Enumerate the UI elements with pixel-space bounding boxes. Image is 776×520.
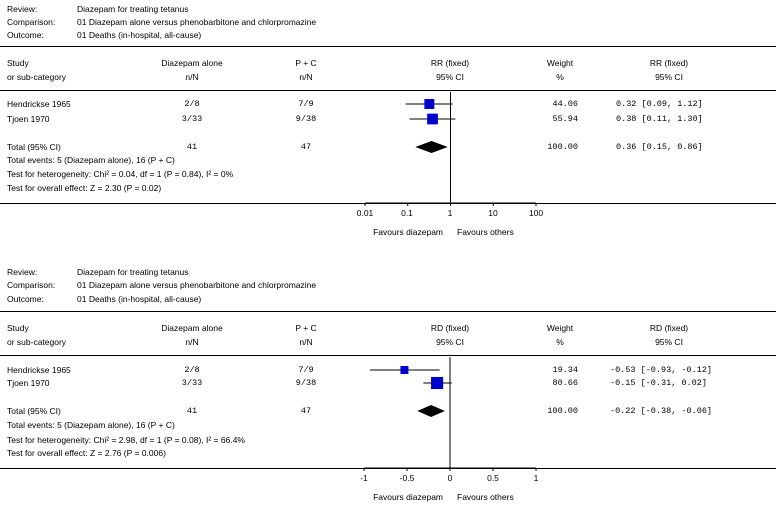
note-heterogeneity: Test for heterogeneity: Chi² = 0.04, df … (7, 169, 234, 179)
total-group2: 47 (300, 142, 312, 152)
x-tick-label: -1 (360, 473, 368, 483)
total-ci-text: -0.22 [-0.38, -0.06] (610, 406, 713, 416)
group1-value: 3/33 (181, 114, 203, 124)
weight-value: 44.06 (552, 99, 578, 109)
x-tick-label: -0.5 (399, 473, 415, 483)
header-rule-top (0, 46, 776, 47)
header-subcategory: or sub-category (7, 72, 67, 82)
header-effect: RD (fixed) (430, 323, 470, 333)
review-value: Diazepam for treating tetanus (77, 4, 189, 14)
favours-right-label: Favours others (457, 227, 514, 237)
x-tick-label: 0.5 (487, 473, 499, 483)
header-study: Study (7, 323, 29, 333)
header-rule-bottom (0, 90, 776, 91)
header-weight-pct: % (556, 72, 564, 82)
study-estimate-marker (431, 376, 444, 390)
x-tick-label: 100 (528, 208, 544, 218)
weight-value: 80.66 (552, 378, 578, 388)
study-name: Hendrickse 1965 (7, 99, 71, 109)
outcome-value: 01 Deaths (in-hospital, all-cause) (77, 294, 202, 304)
ci-text: -0.15 [-0.31, 0.02] (610, 378, 707, 388)
header-group1-nN: n/N (185, 72, 199, 82)
header-weight-pct: % (556, 337, 564, 347)
group1-value: 3/33 (181, 378, 203, 388)
note-total-events: Total events: 5 (Diazepam alone), 16 (P … (7, 420, 175, 430)
header-group1: Diazepam alone (161, 58, 223, 68)
header-effect-col: RR (fixed) (649, 58, 689, 68)
group1-value: 2/8 (184, 365, 200, 375)
total-label: Total (95% CI) (7, 406, 61, 416)
favours-left-label: Favours diazepam (373, 492, 443, 502)
outcome-value: 01 Deaths (in-hospital, all-cause) (77, 30, 202, 40)
header-weight: Weight (546, 58, 574, 68)
comparison-label: Comparison: (7, 17, 56, 27)
favours-left-label: Favours diazepam (373, 227, 443, 237)
ci-text: 0.32 [0.09, 1.12] (616, 99, 703, 109)
header-group2: P + C (295, 58, 317, 68)
review-value: Diazepam for treating tetanus (77, 267, 189, 277)
header-group2: P + C (295, 323, 317, 333)
total-group1: 41 (186, 406, 198, 416)
header-effect-ci: 95% CI (436, 337, 464, 347)
header-rule-bottom (0, 355, 776, 356)
study-name: Hendrickse 1965 (7, 365, 71, 375)
ci-text: 0.38 [0.11, 1.30] (616, 114, 703, 124)
study-estimate-marker (424, 99, 435, 109)
total-weight: 100.00 (547, 142, 578, 152)
header-effect-col-ci: 95% CI (655, 72, 683, 82)
header-group2-nN: n/N (299, 337, 313, 347)
header-group2-nN: n/N (299, 72, 313, 82)
total-weight: 100.00 (547, 406, 578, 416)
header-effect-ci: 95% CI (436, 72, 464, 82)
total-label: Total (95% CI) (7, 142, 61, 152)
group1-value: 2/8 (184, 99, 200, 109)
weight-value: 19.34 (552, 365, 578, 375)
x-tick-label: 0.1 (401, 208, 413, 218)
study-estimate-marker (400, 366, 409, 374)
header-subcategory: or sub-category (7, 337, 67, 347)
group2-value: 9/38 (295, 114, 317, 124)
x-tick-label: 0 (447, 473, 453, 483)
header-group1: Diazepam alone (161, 323, 223, 333)
favours-right-label: Favours others (457, 492, 514, 502)
note-heterogeneity: Test for heterogeneity: Chi² = 2.98, df … (7, 435, 245, 445)
total-group1: 41 (186, 142, 198, 152)
note-overall-effect: Test for overall effect: Z = 2.76 (P = 0… (7, 448, 166, 458)
outcome-label: Outcome: (7, 30, 44, 40)
group2-value: 7/9 (298, 99, 314, 109)
header-effect: RR (fixed) (430, 58, 470, 68)
x-tick-label: 1 (533, 473, 539, 483)
total-group2: 47 (300, 406, 312, 416)
ci-text: -0.53 [-0.93, -0.12] (610, 365, 713, 375)
comparison-value: 01 Diazepam alone versus phenobarbitone … (77, 17, 317, 27)
header-effect-col-ci: 95% CI (655, 337, 683, 347)
total-ci-text: 0.36 [0.15, 0.86] (616, 142, 703, 152)
weight-value: 55.94 (552, 114, 578, 124)
x-tick-label: 0.01 (356, 208, 374, 218)
comparison-value: 01 Diazepam alone versus phenobarbitone … (77, 280, 317, 290)
header-rule-top (0, 311, 776, 312)
note-overall-effect: Test for overall effect: Z = 2.30 (P = 0… (7, 183, 162, 193)
study-estimate-marker (427, 113, 438, 125)
header-group1-nN: n/N (185, 337, 199, 347)
header-effect-col: RD (fixed) (649, 323, 689, 333)
header-weight: Weight (546, 323, 574, 333)
study-name: Tjoen 1970 (7, 378, 50, 388)
outcome-label: Outcome: (7, 294, 44, 304)
group2-value: 7/9 (298, 365, 314, 375)
review-label: Review: (7, 267, 38, 277)
comparison-label: Comparison: (7, 280, 56, 290)
pooled-estimate-diamond (417, 405, 445, 417)
group2-value: 9/38 (295, 378, 317, 388)
study-name: Tjoen 1970 (7, 114, 50, 124)
review-label: Review: (7, 4, 38, 14)
note-total-events: Total events: 5 (Diazepam alone), 16 (P … (7, 155, 175, 165)
header-study: Study (7, 58, 29, 68)
x-tick-label: 10 (488, 208, 498, 218)
x-tick-label: 1 (447, 208, 453, 218)
pooled-estimate-diamond (415, 141, 448, 153)
